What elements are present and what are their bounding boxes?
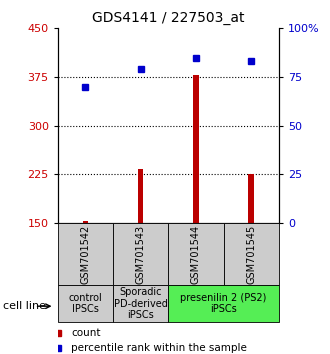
Bar — [138, 169, 144, 223]
Bar — [58, 285, 113, 322]
Bar — [168, 223, 224, 285]
Title: GDS4141 / 227503_at: GDS4141 / 227503_at — [92, 11, 245, 24]
Bar — [58, 223, 113, 285]
Text: cell line: cell line — [3, 301, 46, 311]
Bar — [82, 221, 88, 223]
Text: Sporadic
PD-derived
iPSCs: Sporadic PD-derived iPSCs — [114, 287, 168, 320]
Bar — [113, 223, 168, 285]
Text: GSM701544: GSM701544 — [191, 224, 201, 284]
Text: GSM701545: GSM701545 — [246, 224, 256, 284]
Bar — [168, 285, 279, 322]
Bar — [113, 285, 168, 322]
Text: control
IPSCs: control IPSCs — [69, 293, 102, 314]
Text: percentile rank within the sample: percentile rank within the sample — [71, 343, 247, 353]
Text: GSM701542: GSM701542 — [81, 224, 90, 284]
Bar — [223, 223, 279, 285]
Text: GSM701543: GSM701543 — [136, 224, 146, 284]
Bar — [193, 75, 199, 223]
Bar — [248, 174, 254, 223]
Text: presenilin 2 (PS2)
iPSCs: presenilin 2 (PS2) iPSCs — [181, 293, 267, 314]
Text: count: count — [71, 328, 101, 338]
